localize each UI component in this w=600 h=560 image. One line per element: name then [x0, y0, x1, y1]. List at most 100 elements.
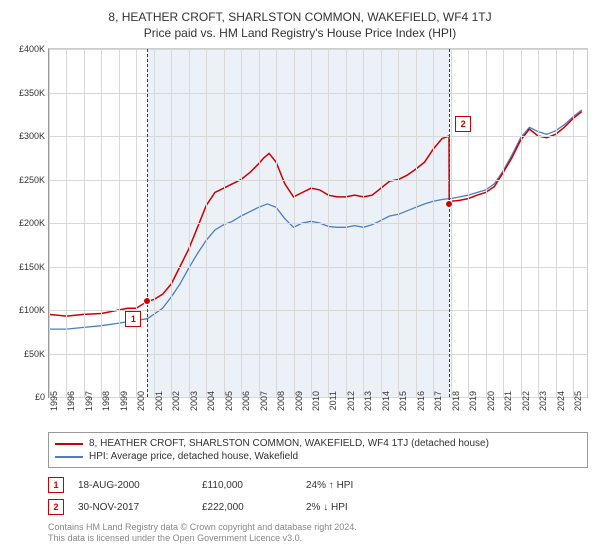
x-axis-tick-label: 2017 — [433, 391, 443, 411]
x-axis-tick-label: 2015 — [398, 391, 408, 411]
x-axis-tick-label: 2000 — [136, 391, 146, 411]
x-axis-tick-label: 1998 — [101, 391, 111, 411]
gridline-horizontal — [49, 136, 587, 137]
x-axis-tick-label: 2009 — [294, 391, 304, 411]
legend-item-hpi: HPI: Average price, detached house, Wake… — [55, 450, 581, 463]
gridline-vertical — [154, 49, 155, 397]
gridline-vertical — [433, 49, 434, 397]
legend-swatch-property — [55, 443, 83, 445]
x-axis-tick-label: 1997 — [84, 391, 94, 411]
gridline-vertical — [398, 49, 399, 397]
x-axis-tick-label: 1996 — [66, 391, 76, 411]
y-axis-tick-label: £50K — [11, 349, 45, 359]
event-date: 18-AUG-2000 — [78, 480, 188, 491]
footer-line: This data is licensed under the Open Gov… — [48, 533, 588, 544]
x-axis-tick-label: 2014 — [381, 391, 391, 411]
event-number: 1 — [48, 477, 64, 493]
gridline-vertical — [381, 49, 382, 397]
gridline-horizontal — [49, 49, 587, 50]
gridline-vertical — [556, 49, 557, 397]
gridline-vertical — [451, 49, 452, 397]
x-axis-tick-label: 2006 — [241, 391, 251, 411]
y-axis-tick-label: £400K — [11, 44, 45, 54]
event-date: 30-NOV-2017 — [78, 502, 188, 513]
legend-swatch-hpi — [55, 456, 83, 458]
x-axis-tick-label: 1995 — [49, 391, 59, 411]
gridline-vertical — [224, 49, 225, 397]
event-delta-vs-hpi: 24% ↑ HPI — [306, 480, 396, 491]
legend-label-property: 8, HEATHER CROFT, SHARLSTON COMMON, WAKE… — [89, 438, 489, 449]
gridline-vertical — [328, 49, 329, 397]
chart-title-subtitle: Price paid vs. HM Land Registry's House … — [10, 26, 590, 40]
x-axis-tick-label: 2019 — [468, 391, 478, 411]
legend-label-hpi: HPI: Average price, detached house, Wake… — [89, 451, 298, 462]
series-line-price_paid — [49, 112, 582, 317]
series-line-hpi — [49, 110, 582, 329]
gridline-vertical — [276, 49, 277, 397]
y-axis-tick-label: £150K — [11, 262, 45, 272]
gridline-horizontal — [49, 223, 587, 224]
gridline-vertical — [259, 49, 260, 397]
x-axis-tick-label: 2010 — [311, 391, 321, 411]
y-axis-tick-label: £0 — [11, 392, 45, 402]
x-axis-tick-label: 2011 — [328, 391, 338, 410]
gridline-vertical — [49, 49, 50, 397]
event-marker-box: 2 — [455, 116, 471, 132]
gridline-vertical — [101, 49, 102, 397]
x-axis-tick-label: 2001 — [154, 391, 164, 411]
x-axis-tick-label: 2024 — [556, 391, 566, 411]
x-axis-tick-label: 2002 — [171, 391, 181, 411]
gridline-horizontal — [49, 354, 587, 355]
y-axis-tick-label: £250K — [11, 175, 45, 185]
gridline-vertical — [503, 49, 504, 397]
gridline-vertical — [66, 49, 67, 397]
x-axis-tick-label: 2023 — [538, 391, 548, 411]
x-axis-tick-label: 1999 — [119, 391, 129, 411]
x-axis-tick-label: 2008 — [276, 391, 286, 411]
y-axis-tick-label: £100K — [11, 305, 45, 315]
chart-title-address: 8, HEATHER CROFT, SHARLSTON COMMON, WAKE… — [10, 10, 590, 24]
event-row: 2 30-NOV-2017 £222,000 2% ↓ HPI — [48, 496, 588, 518]
x-axis-tick-label: 2003 — [189, 391, 199, 411]
legend-item-property: 8, HEATHER CROFT, SHARLSTON COMMON, WAKE… — [55, 437, 581, 450]
gridline-vertical — [84, 49, 85, 397]
gridline-horizontal — [49, 93, 587, 94]
gridline-vertical — [294, 49, 295, 397]
chart-plot-area: £0£50K£100K£150K£200K£250K£300K£350K£400… — [48, 48, 588, 398]
gridline-vertical — [311, 49, 312, 397]
event-marker-line — [147, 49, 148, 397]
events-table: 1 18-AUG-2000 £110,000 24% ↑ HPI 2 30-NO… — [48, 474, 588, 518]
x-axis-tick-label: 2012 — [346, 391, 356, 411]
event-marker-box: 1 — [125, 311, 141, 327]
gridline-vertical — [119, 49, 120, 397]
event-price: £222,000 — [202, 502, 292, 513]
gridline-horizontal — [49, 180, 587, 181]
legend: 8, HEATHER CROFT, SHARLSTON COMMON, WAKE… — [48, 432, 588, 468]
x-axis-tick-label: 2021 — [503, 391, 513, 411]
event-row: 1 18-AUG-2000 £110,000 24% ↑ HPI — [48, 474, 588, 496]
gridline-vertical — [189, 49, 190, 397]
event-number: 2 — [48, 499, 64, 515]
gridline-vertical — [538, 49, 539, 397]
x-axis-tick-label: 2022 — [521, 391, 531, 411]
gridline-vertical — [468, 49, 469, 397]
gridline-vertical — [521, 49, 522, 397]
gridline-vertical — [573, 49, 574, 397]
y-axis-tick-label: £200K — [11, 218, 45, 228]
gridline-vertical — [363, 49, 364, 397]
x-axis-tick-label: 2013 — [363, 391, 373, 411]
gridline-vertical — [416, 49, 417, 397]
y-axis-tick-label: £300K — [11, 131, 45, 141]
x-axis-tick-label: 2018 — [451, 391, 461, 411]
event-delta-vs-hpi: 2% ↓ HPI — [306, 502, 396, 513]
x-axis-tick-label: 2016 — [416, 391, 426, 411]
event-point-dot — [445, 200, 453, 208]
gridline-vertical — [206, 49, 207, 397]
gridline-vertical — [241, 49, 242, 397]
x-axis-tick-label: 2020 — [486, 391, 496, 411]
x-axis-tick-label: 2005 — [224, 391, 234, 411]
footer-attribution: Contains HM Land Registry data © Crown c… — [48, 522, 588, 545]
gridline-vertical — [486, 49, 487, 397]
event-marker-line — [449, 49, 450, 397]
event-point-dot — [143, 297, 151, 305]
